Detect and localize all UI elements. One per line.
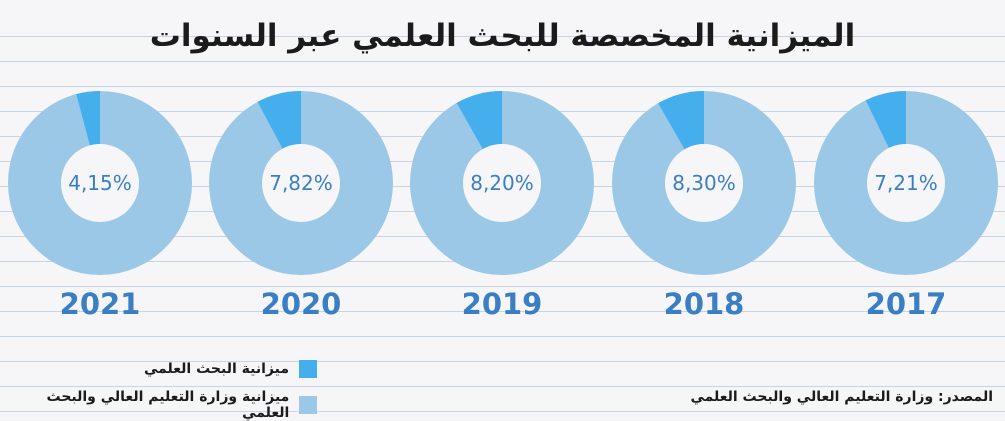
source-note: المصدر: وزارة التعليم العالي والبحث العل… <box>690 389 993 405</box>
year-label-2019: 2019 <box>462 287 543 321</box>
donut-hole-2021 <box>61 144 139 222</box>
legend-swatch-ministry <box>299 396 317 414</box>
legend-label-ministry: ميزانية وزارة التعليم العالي والبحث العل… <box>46 389 290 421</box>
chart-title: الميزانية المخصصة للبحث العلمي عبر السنو… <box>149 18 856 54</box>
donut-hole-2019 <box>463 144 541 222</box>
year-label-2017: 2017 <box>866 287 947 321</box>
value-label-2018: 8,30% <box>672 171 736 195</box>
year-label-2021: 2021 <box>60 287 141 321</box>
donut-hole-2018 <box>665 144 743 222</box>
legend-item-ministry: ميزانية وزارة التعليم العالي والبحث العل… <box>0 389 317 421</box>
year-label-2018: 2018 <box>664 287 745 321</box>
value-label-2019: 8,20% <box>470 171 534 195</box>
value-label-2020: 7,82% <box>269 171 333 195</box>
value-label-2021: 4,15% <box>68 171 132 195</box>
value-label-2017: 7,21% <box>874 171 938 195</box>
legend-label-research: ميزانية البحث العلمي <box>143 361 289 377</box>
year-label-2020: 2020 <box>261 287 342 321</box>
legend-swatch-research <box>299 360 317 378</box>
donut-hole-2017 <box>867 144 945 222</box>
donut-hole-2020 <box>262 144 340 222</box>
legend-item-research: ميزانية البحث العلمي <box>144 360 317 378</box>
